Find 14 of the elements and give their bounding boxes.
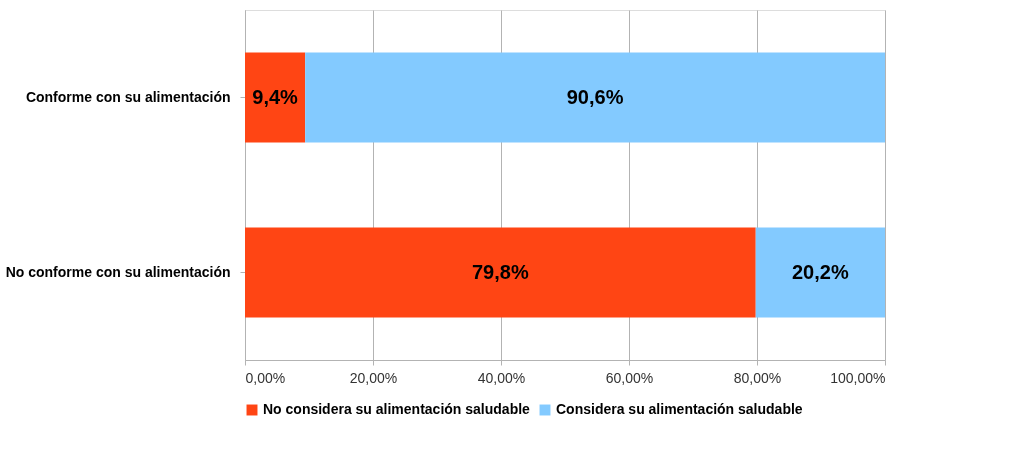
data-label: 90,6% bbox=[566, 85, 624, 108]
y-tick-label: No conforme con su alimentación bbox=[5, 263, 231, 280]
legend-label: No considera su alimentación saludable bbox=[263, 401, 531, 417]
y-tick-label: Conforme con su alimentación bbox=[25, 88, 231, 105]
data-label: 79,8% bbox=[472, 260, 529, 283]
x-tick-label: 60,00% bbox=[605, 369, 654, 386]
x-tick-label: 100,00% bbox=[830, 369, 886, 386]
data-label: 20,2% bbox=[792, 260, 849, 283]
data-label: 9,4% bbox=[252, 85, 299, 108]
x-tick-label: 0,00% bbox=[245, 369, 286, 386]
x-tick-label: 20,00% bbox=[349, 369, 398, 386]
legend-label: Considera su alimentación saludable bbox=[556, 401, 803, 417]
x-tick-label: 80,00% bbox=[733, 369, 782, 386]
x-tick-label: 40,00% bbox=[477, 369, 526, 386]
